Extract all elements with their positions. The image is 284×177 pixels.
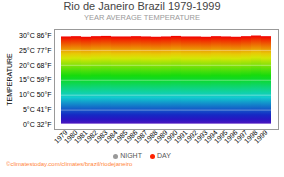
svg-text:1993: 1993 [192, 128, 209, 145]
svg-text:1988: 1988 [142, 128, 159, 145]
svg-text:1995: 1995 [212, 128, 229, 145]
svg-text:1985: 1985 [112, 128, 129, 145]
svg-text:25°C 77°F: 25°C 77°F [19, 47, 51, 54]
svg-text:1979: 1979 [52, 128, 69, 145]
svg-text:1984: 1984 [102, 128, 119, 145]
svg-text:1983: 1983 [92, 128, 109, 145]
svg-text:1990: 1990 [162, 128, 179, 145]
svg-text:1980: 1980 [62, 128, 79, 145]
svg-text:1991: 1991 [172, 128, 189, 145]
html-text:DAY: DAY [157, 152, 171, 159]
svg-text:TEMPERATURE: TEMPERATURE [6, 53, 13, 106]
svg-text:1989: 1989 [152, 128, 169, 145]
svg-text:1986: 1986 [122, 128, 139, 145]
svg-text:10°C 50°F: 10°C 50°F [19, 91, 51, 98]
svg-text:0°C 32°F: 0°C 32°F [23, 121, 52, 128]
svg-text:1996: 1996 [222, 128, 239, 145]
svg-text:15°C 59°F: 15°C 59°F [19, 76, 51, 83]
svg-text:30°C 86°F: 30°C 86°F [19, 32, 51, 39]
svg-text:1987: 1987 [132, 128, 149, 145]
svg-text:1997: 1997 [232, 128, 249, 145]
svg-text:1994: 1994 [202, 128, 219, 145]
svg-text:1998: 1998 [242, 128, 259, 145]
svg-text:1999: 1999 [253, 129, 269, 145]
svg-text:1981: 1981 [72, 128, 89, 145]
svg-text:20°C 68°F: 20°C 68°F [19, 62, 51, 69]
html-text:YEAR AVERAGE TEMPERATURE: YEAR AVERAGE TEMPERATURE [84, 13, 200, 22]
html-text:Rio de Janeiro Brazil 1979-199: Rio de Janeiro Brazil 1979-1999 [63, 0, 221, 12]
html-text:©climatestoday.com/climates/br: ©climatestoday.com/climates/brazil/riode… [6, 161, 133, 167]
svg-text:5°C 41°F: 5°C 41°F [23, 106, 52, 113]
svg-text:1982: 1982 [82, 128, 99, 145]
svg-text:1992: 1992 [182, 128, 199, 145]
html-text:NIGHT: NIGHT [120, 152, 142, 159]
